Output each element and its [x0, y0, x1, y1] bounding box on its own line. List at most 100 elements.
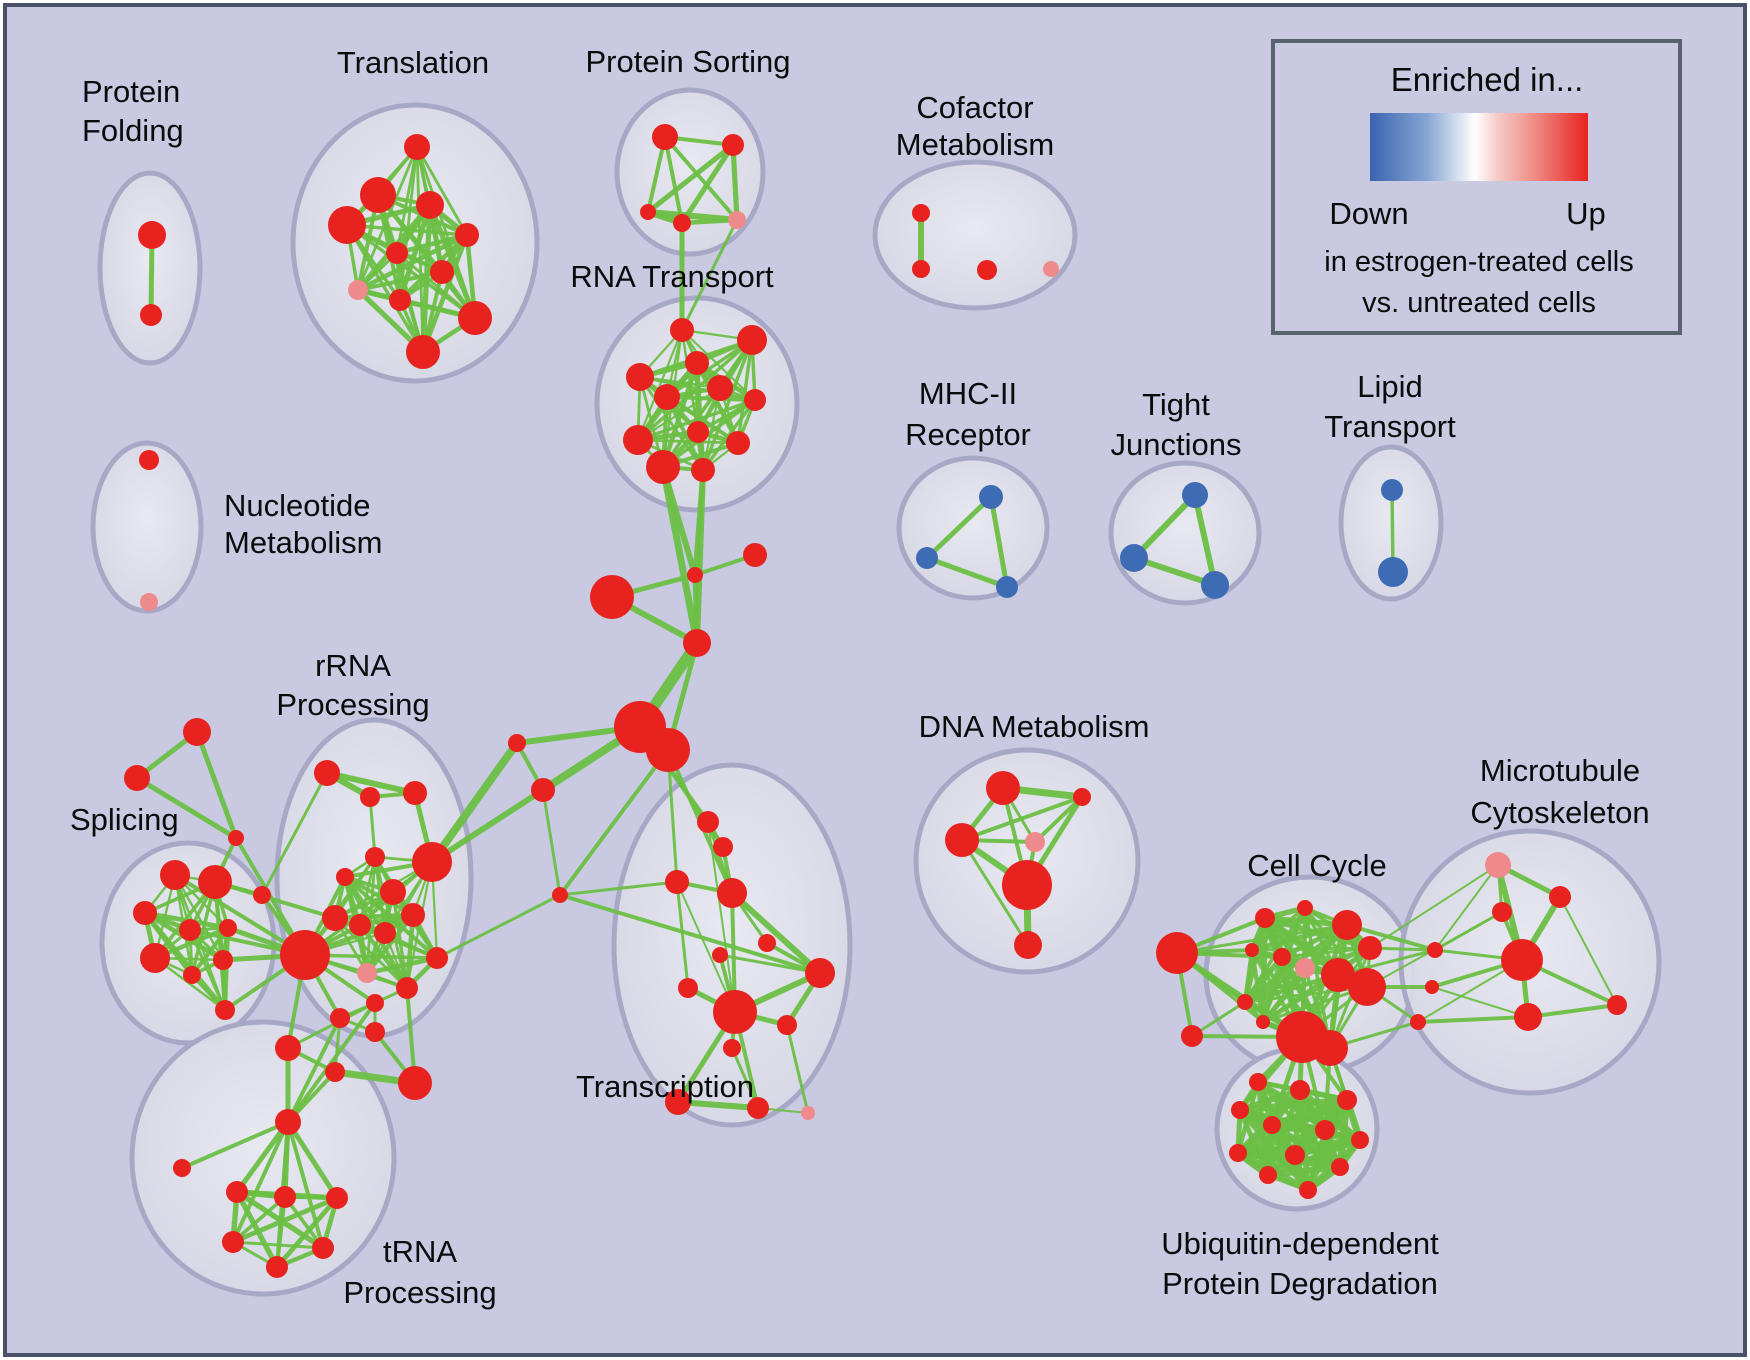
node-rrna_processing-19: [325, 1062, 345, 1082]
node-trna_processing-7: [266, 1256, 288, 1278]
cluster-label-nucleotide_metabolism: Nucleotide Metabolism: [224, 488, 383, 560]
edge: [1434, 864, 1499, 951]
edge: [924, 494, 994, 561]
edge: [665, 395, 757, 402]
node-dna_metabolism-5: [1014, 931, 1042, 959]
node-dna_metabolism-3: [1025, 832, 1045, 852]
edge: [231, 1195, 287, 1244]
node-ubiquitin_degradation-3: [1231, 1101, 1249, 1119]
node-tight_junctions-1: [1120, 544, 1148, 572]
edge: [260, 771, 329, 897]
node-translation-8: [389, 289, 411, 311]
node-cell_cycle-9: [1321, 958, 1355, 992]
cluster-label-trna_processing: tRNA Processing: [343, 1234, 496, 1310]
node-rna_transport-1: [737, 325, 767, 355]
node-connectors-1: [124, 765, 150, 791]
node-translation-1: [360, 177, 396, 213]
edge: [435, 893, 562, 960]
node-rrna_processing-5: [412, 842, 452, 882]
node-ubiquitin_degradation-0: [1249, 1073, 1267, 1091]
node-tight_junctions-0: [1182, 482, 1208, 508]
node-microtubule_cytoskeleton-7: [1425, 980, 1439, 994]
node-dna_metabolism-4: [1002, 860, 1052, 910]
node-translation-2: [416, 191, 444, 219]
legend-gradient-bar: [1370, 113, 1588, 181]
node-rrna_processing-3: [365, 847, 385, 867]
node-translation-3: [328, 206, 366, 244]
node-protein_sorting-0: [652, 124, 678, 150]
labels-layer: Protein Folding Translation Protein Sorting…: [70, 44, 1650, 1310]
node-rna_transport-3: [626, 363, 654, 391]
edge: [1431, 986, 1529, 1018]
node-rna_transport-6: [744, 389, 766, 411]
edge: [1243, 966, 1307, 1004]
edge: [428, 739, 521, 866]
node-connectors-3: [508, 734, 526, 752]
node-connectors-4: [531, 778, 555, 802]
edge: [324, 770, 418, 796]
edge: [675, 1099, 761, 1111]
edge: [1559, 896, 1618, 1006]
node-tight_junctions-2: [1201, 571, 1229, 599]
node-cell_cycle-5: [1358, 936, 1382, 960]
edge: [345, 223, 425, 354]
node-microtubule_cytoskeleton-1: [1549, 886, 1571, 908]
edge: [694, 467, 706, 646]
node-rrna_processing-18: [275, 1035, 301, 1061]
edge: [675, 880, 690, 990]
edge: [701, 398, 757, 472]
node-rna_transport-0: [670, 318, 694, 342]
edge: [356, 270, 444, 292]
edge: [1250, 906, 1307, 952]
edge: [663, 135, 739, 222]
cluster-label-microtubule_cytoskeleton: Microtubule Cytoskeleton: [1470, 753, 1649, 830]
node-cell_cycle-1: [1181, 1025, 1203, 1047]
node-cell_cycle-8: [1295, 958, 1315, 978]
edge: [134, 775, 239, 841]
edge: [636, 338, 754, 442]
node-trna_processing-1: [173, 1159, 191, 1177]
node-microtubule_cytoskeleton-4: [1514, 1003, 1542, 1031]
cluster-ellipse-cofactor_metabolism: [872, 159, 1078, 311]
cluster-label-mhc_receptor: MHC-II Receptor: [905, 376, 1031, 452]
node-microtubule_cytoskeleton-6: [1427, 942, 1443, 958]
node-nucleotide_metabolism-0: [139, 450, 159, 470]
node-rrna_processing-17: [365, 1022, 385, 1042]
node-transcription-6: [805, 958, 835, 988]
node-transcription-9: [777, 1015, 797, 1035]
edge: [636, 438, 740, 445]
node-rna_transport-8: [623, 425, 653, 455]
node-cell_cycle-3: [1297, 900, 1313, 916]
edge: [636, 328, 684, 442]
cluster-ellipse-protein_sorting: [614, 87, 766, 257]
node-transcription-3: [717, 878, 747, 908]
edge: [415, 145, 469, 237]
edge: [636, 386, 722, 442]
edge: [636, 398, 757, 442]
node-cofactor_metabolism-3: [1043, 261, 1059, 277]
node-cell_cycle-2: [1255, 908, 1275, 928]
edge: [558, 748, 670, 897]
node-translation-10: [406, 335, 440, 369]
edge: [676, 881, 736, 1013]
node-trna_processing-2: [226, 1181, 248, 1203]
edge: [345, 223, 469, 237]
cluster-label-rrna_processing: rRNA Processing: [276, 648, 429, 722]
node-trna_processing-6: [312, 1237, 334, 1259]
node-rrna_processing-2: [403, 781, 427, 805]
edge: [730, 142, 740, 223]
node-transcription-1: [713, 837, 733, 857]
edge: [1033, 795, 1084, 844]
cluster-label-protein_folding: Protein Folding: [82, 74, 184, 148]
edge: [333, 916, 409, 990]
node-rrna_processing-20: [398, 1066, 432, 1100]
legend: Enriched in... Down Up in estrogen-treated …: [1271, 39, 1682, 335]
edge: [1526, 1003, 1619, 1019]
node-connectors-5: [552, 887, 568, 903]
node-connectors-2: [228, 830, 244, 846]
edge: [234, 1119, 291, 1195]
legend-down-label: Down: [1329, 196, 1408, 231]
node-protein_folding-1: [140, 304, 162, 326]
node-translation-5: [386, 242, 408, 264]
